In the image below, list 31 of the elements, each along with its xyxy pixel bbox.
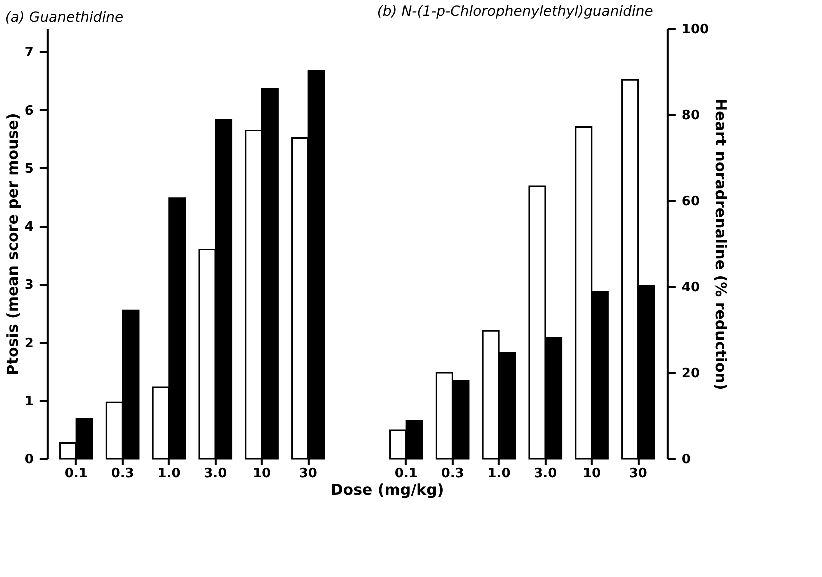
y2-tick-label: 100 — [682, 22, 710, 38]
y-tick-label: 1 — [24, 394, 34, 410]
x-tick-label: 1.0 — [488, 466, 511, 482]
y2-tick-label: 0 — [682, 452, 691, 468]
y-tick-label: 4 — [24, 220, 34, 236]
x-tick-label: 3.0 — [204, 466, 228, 482]
x-tick-label: 10 — [582, 466, 602, 482]
y-tick-label: 2 — [24, 336, 34, 352]
y-tick-label: 6 — [24, 104, 34, 119]
y2-tick-label: 20 — [682, 366, 700, 382]
x-tick-label: 30 — [299, 466, 318, 482]
x-tick-label: 0.1 — [64, 466, 88, 482]
y-tick-label: 5 — [24, 162, 34, 177]
y2-tick-label: 60 — [682, 194, 700, 210]
y-tick-label: 3 — [24, 278, 34, 294]
x-tick-label: 10 — [252, 466, 272, 482]
chart-title: (b) N-(1-p-Chlorophenylethyl)guanidine — [377, 4, 654, 20]
chart-title: (a) Guanethidine — [5, 10, 124, 26]
y-tick-label: 7 — [24, 46, 34, 61]
x-tick-label: 30 — [629, 466, 648, 482]
y-axis-title: Ptosis (mean score per mouse) — [4, 113, 22, 376]
y-tick-label: 0 — [24, 452, 34, 468]
y2-tick-label: 80 — [682, 108, 700, 124]
y2-tick-label: 40 — [682, 280, 700, 296]
x-axis-title: Dose (mg/kg) — [330, 481, 444, 499]
x-tick-label: 0.3 — [111, 466, 134, 482]
x-tick-label: 1.0 — [158, 466, 181, 482]
x-tick-label: 0.3 — [441, 466, 464, 482]
y2-axis-title: Heart noradrenaline (% reduction) — [712, 98, 730, 390]
x-tick-label: 0.1 — [394, 466, 418, 482]
x-tick-label: 3.0 — [534, 466, 558, 482]
